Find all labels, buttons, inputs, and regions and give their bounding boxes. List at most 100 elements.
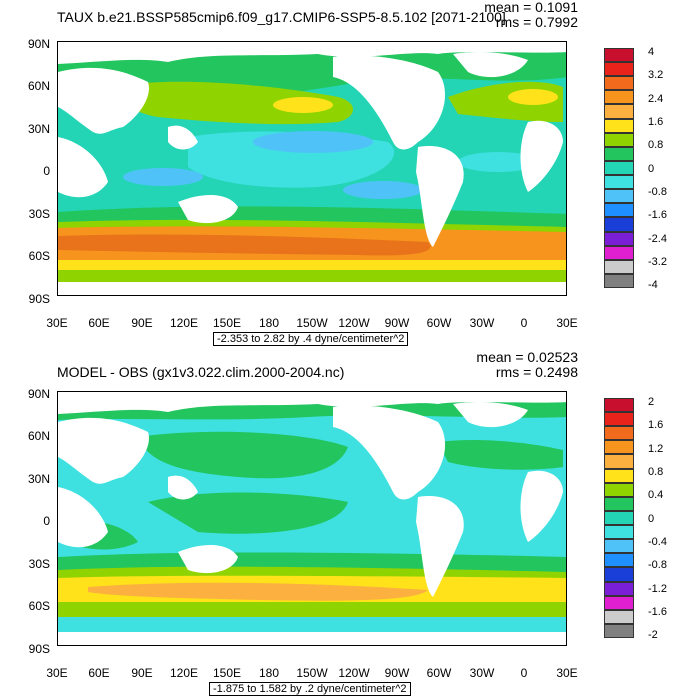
bottom-lat-label: 60S	[28, 599, 50, 613]
bottom-lat-label: 0	[43, 514, 50, 528]
colorbar-swatch	[604, 567, 634, 582]
top-map-stats: mean = 0.1091 rms = 0.7992	[484, 0, 578, 30]
top-colorbar-label: -3.2	[648, 256, 667, 268]
bottom-lon-label: 60E	[88, 666, 110, 680]
bottom-colorbar-label: 2	[648, 396, 655, 408]
top-lat-label: 30S	[28, 207, 50, 221]
colorbar-swatch	[604, 160, 634, 176]
north-pacific-yellow-green	[117, 81, 354, 125]
antarctic-band-green	[58, 270, 566, 282]
bottom-colorbar-label: -1.6	[648, 606, 667, 618]
top-colorbar-label: -4	[648, 279, 658, 291]
top-contour-info: -2.353 to 2.82 by .4 dyne/centimeter^2	[213, 332, 409, 346]
colorbar-swatch	[604, 398, 634, 413]
colorbar-swatch	[604, 539, 634, 554]
colorbar-swatch	[604, 175, 634, 190]
bottom-map-svg	[58, 392, 566, 645]
bottom-colorbar-label: 1.2	[648, 443, 664, 455]
bottom-colorbar-label: 0.8	[648, 466, 664, 478]
colorbar-swatch	[604, 426, 634, 441]
colorbar-swatch	[604, 496, 634, 511]
south-pacific-blue	[343, 181, 423, 199]
north-atlantic-yellow	[508, 89, 558, 105]
top-colorbar-label: 1.6	[648, 116, 664, 128]
bottom-colorbar-label: -2	[648, 629, 658, 641]
bottom-lon-label: 120E	[169, 666, 199, 680]
colorbar-swatch	[604, 104, 634, 119]
colorbar-swatch	[604, 90, 634, 105]
top-colorbar-label: -1.6	[648, 209, 667, 221]
tropical-atlantic-light	[458, 152, 538, 172]
bottom-rms-text: rms = 0.2498	[495, 364, 578, 380]
top-lon-label: 60W	[426, 316, 452, 330]
southern-ocean-orange	[88, 582, 428, 601]
colorbar-swatch	[604, 231, 634, 246]
top-lat-label: 90S	[28, 292, 50, 306]
bottom-mean-text: mean = 0.02523	[476, 349, 578, 365]
top-lon-label: 90W	[384, 316, 410, 330]
tropical-pacific-green	[148, 492, 348, 534]
bottom-map-stats: mean = 0.02523 rms = 0.2498	[476, 350, 578, 380]
colorbar-swatch	[604, 525, 634, 540]
bottom-lat-label: 30S	[28, 557, 50, 571]
top-map-plot	[57, 41, 567, 296]
top-lat-label: 60N	[27, 79, 50, 93]
bottom-lat-label: 90S	[28, 642, 50, 656]
indian-ocean-blue	[123, 168, 203, 186]
bottom-lon-label: 180	[258, 666, 280, 680]
colorbar-swatch	[604, 203, 634, 218]
bottom-lat-label: 60N	[27, 429, 50, 443]
bottom-colorbar-label: 0	[648, 513, 655, 525]
bottom-contour-info: -1.875 to 1.582 by .2 dyne/centimeter^2	[209, 682, 411, 696]
top-colorbar-label: -0.8	[648, 186, 667, 198]
colorbar-swatch	[604, 118, 634, 133]
top-lon-label: 30E	[556, 316, 578, 330]
top-lat-label: 0	[43, 164, 50, 178]
colorbar-swatch	[604, 76, 634, 91]
colorbar-swatch	[604, 217, 634, 232]
land-masses	[58, 392, 566, 645]
colorbar-swatch	[604, 454, 634, 469]
bottom-lat-label: 30N	[27, 472, 50, 486]
north-pacific-green	[138, 431, 348, 479]
bottom-colorbar-label: -1.2	[648, 583, 667, 595]
antarctic-band-green	[58, 602, 566, 617]
top-colorbar-label: -2.4	[648, 233, 667, 245]
bottom-colorbar	[604, 398, 634, 638]
colorbar-swatch	[604, 440, 634, 455]
bottom-map-title: MODEL - OBS (gx1v3.022.clim.2000-2004.nc…	[57, 364, 345, 380]
top-colorbar-label: 3.2	[648, 69, 664, 81]
colorbar-swatch	[604, 553, 634, 568]
top-lon-label: 30W	[469, 316, 495, 330]
top-colorbar-label: 4	[648, 46, 655, 58]
north-atlantic-green	[438, 439, 563, 470]
top-colorbar	[604, 48, 634, 288]
top-lon-label: 180	[258, 316, 280, 330]
colorbar-swatch	[604, 62, 634, 77]
top-lon-label: 150W	[296, 316, 328, 330]
colorbar-swatch	[604, 623, 634, 638]
top-map-panel: TAUX b.e21.BSSP585cmip6.f09_g17.CMIP6-SS…	[27, 0, 667, 346]
top-map-title: TAUX b.e21.BSSP585cmip6.f09_g17.CMIP6-SS…	[57, 9, 506, 25]
top-lat-label: 60S	[28, 249, 50, 263]
southern-ocean-dark-orange	[58, 234, 431, 256]
colorbar-swatch	[604, 581, 634, 596]
colorbar-swatch	[604, 510, 634, 526]
colorbar-swatch	[604, 189, 634, 204]
top-lon-label: 60E	[88, 316, 110, 330]
top-mean-text: mean = 0.1091	[484, 0, 578, 15]
colorbar-swatch	[604, 595, 634, 610]
bottom-lon-label: 30E	[46, 666, 68, 680]
colorbar-swatch	[604, 146, 634, 161]
bottom-colorbar-label: 0.4	[648, 489, 664, 501]
bottom-lon-label: 150W	[296, 666, 328, 680]
top-colorbar-label: 2.4	[648, 93, 664, 105]
bottom-lon-label: 0	[520, 666, 528, 680]
bottom-lon-label: 90E	[131, 666, 153, 680]
top-colorbar-label: 0	[648, 163, 655, 175]
bottom-lon-label: 150E	[212, 666, 242, 680]
bottom-colorbar-label: -0.8	[648, 559, 667, 571]
colorbar-swatch	[604, 468, 634, 483]
bottom-map-panel: MODEL - OBS (gx1v3.022.clim.2000-2004.nc…	[0, 350, 700, 700]
top-colorbar-label: 0.8	[648, 139, 664, 151]
